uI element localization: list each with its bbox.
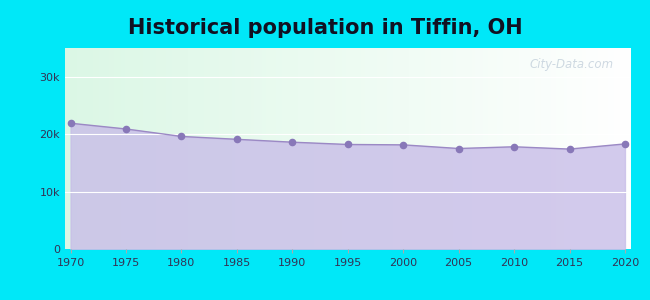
Point (176, 134, 187, 139)
Point (287, 140, 298, 145)
Point (343, 142, 353, 147)
Point (121, 127, 131, 131)
Point (564, 147, 575, 152)
Point (619, 142, 630, 146)
Point (398, 142, 408, 147)
Point (231, 137, 242, 142)
Text: Historical population in Tiffin, OH: Historical population in Tiffin, OH (127, 18, 523, 38)
Text: City-Data.com: City-Data.com (529, 58, 614, 71)
Point (454, 146, 464, 151)
Point (66, 121, 76, 126)
Point (509, 144, 519, 149)
